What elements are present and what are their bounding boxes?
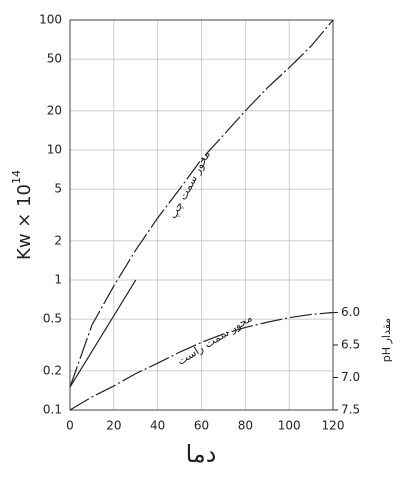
y-tick-label: 10 [47, 143, 62, 157]
data-line [69, 279, 137, 388]
y-tick-label: 0.2 [43, 363, 62, 377]
x-tick-label: 60 [194, 419, 209, 433]
y-tick-label: 0.1 [43, 403, 62, 417]
x-tick-label: 100 [278, 419, 301, 433]
y2-tick-label: 6.0 [341, 305, 360, 319]
y-tick-label: 50 [47, 52, 62, 66]
y2-tick-label: 7.0 [341, 370, 360, 384]
y-tick-label: 20 [47, 103, 62, 117]
y-label-text: Kw × 10 [14, 184, 35, 260]
x-tick-label: 80 [238, 419, 253, 433]
x-tick-label: 120 [322, 419, 345, 433]
y-tick-label: 0.5 [43, 312, 62, 326]
x-tick-label: 20 [106, 419, 121, 433]
y2-tick-label: 6.5 [341, 338, 360, 352]
x-tick-label: 0 [66, 419, 74, 433]
y-label-superscript: 14 [10, 170, 23, 184]
y2-axis-label: pH مقدار [380, 318, 393, 362]
y-tick-label: 100 [39, 13, 62, 27]
plot-frame [69, 19, 334, 411]
y-tick-label: 1 [54, 273, 62, 287]
y-axis-label: Kw × 1014 [10, 170, 35, 260]
x-tick-label: 40 [150, 419, 165, 433]
x-axis-label: دما [186, 440, 217, 468]
y2-tick-label: 7.5 [341, 403, 360, 417]
data-line [69, 19, 334, 388]
y-tick-label: 5 [54, 182, 62, 196]
y-tick-label: 2 [54, 233, 62, 247]
data-line [69, 311, 334, 411]
